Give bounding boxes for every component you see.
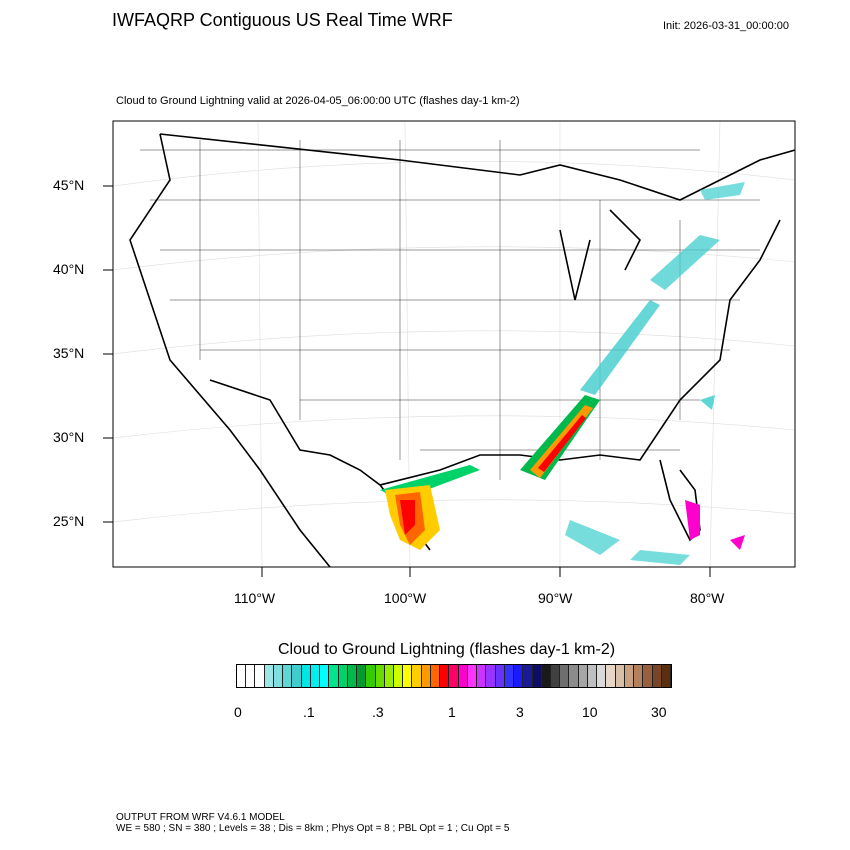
lat-label-25: 25°N [53,513,85,529]
lat-ticks [103,185,711,577]
lat-label-30: 30°N [53,429,85,445]
colorbar-swatch [597,665,607,687]
colorbar-swatch [430,665,441,687]
colorbar-swatch [329,665,339,687]
colorbar-swatch [301,665,311,687]
map-frame [112,120,796,568]
colorbar-swatch [550,665,561,687]
colorbar-swatch [541,665,551,687]
colorbar-swatch [477,665,487,687]
colorbar-swatch [606,665,616,687]
lon-label-100: 100°W [384,590,427,606]
lon-label-110: 110°W [234,590,276,606]
colorbar-label: 10 [582,704,598,720]
colorbar-swatch [347,665,358,687]
colorbar-swatch [569,665,579,687]
colorbar-swatch [458,665,468,687]
colorbar-swatch [486,665,496,687]
chart-title: IWFAQRP Contiguous US Real Time WRF [112,10,453,30]
colorbar-swatch [421,665,431,687]
colorbar-swatch [587,665,598,687]
colorbar-swatch [283,665,293,687]
colorbar-label: 0 [234,704,242,720]
footer-model: OUTPUT FROM WRF V4.6.1 MODEL [116,812,285,823]
colorbar-swatch [652,665,662,687]
colorbar-swatch [532,665,542,687]
map-content [113,121,795,567]
colorbar-swatch [412,665,422,687]
colorbar-swatch [255,665,265,687]
colorbar-swatch [467,665,478,687]
lon-label-80: 80°W [690,590,725,606]
lat-label-35: 35°N [53,345,85,361]
colorbar-swatch [615,665,625,687]
colorbar-swatch [292,665,302,687]
colorbar-label: 30 [651,704,667,720]
colorbar-swatch [523,665,533,687]
lightning-shading [380,182,745,565]
colorbar-label: .3 [372,704,384,720]
colorbar-swatch [440,665,450,687]
colorbar-title: Cloud to Ground Lightning (flashes day-1… [278,641,616,658]
colorbar-swatch [495,665,505,687]
colorbar-swatch [366,665,376,687]
graticule [113,121,795,567]
footer-config: WE = 580 ; SN = 380 ; Levels = 38 ; Dis … [116,823,510,834]
colorbar-swatch [384,665,394,687]
county-lines [140,140,760,480]
colorbar-swatch [264,665,274,687]
lon-label-90: 90°W [538,590,573,606]
colorbar-swatch [634,665,644,687]
colorbar-label: 3 [516,704,524,720]
colorbar-swatch [560,665,570,687]
colorbar-swatch [273,665,284,687]
colorbar-swatch [514,665,524,687]
colorbar-swatch [320,665,330,687]
colorbar-label: .1 [303,704,315,720]
colorbar-swatch [403,665,413,687]
lat-label-40: 40°N [53,261,85,277]
field-subtitle: Cloud to Ground Lightning valid at 2026-… [116,95,520,107]
colorbar-swatch [338,665,348,687]
colorbar-swatch [246,665,256,687]
colorbar-swatch [375,665,385,687]
colorbar-swatch [643,665,653,687]
colorbar-swatch [661,665,672,687]
colorbar-swatch [357,665,367,687]
colorbar-swatch [237,665,247,687]
colorbar-label: 1 [448,704,456,720]
colorbar-swatch [449,665,459,687]
colorbar-swatch [393,665,404,687]
colorbar-swatch [310,665,321,687]
init-time: Init: 2026-03-31_00:00:00 [663,20,789,32]
colorbar-swatch [504,665,515,687]
colorbar [236,664,672,688]
lat-label-45: 45°N [53,177,85,193]
colorbar-swatch [578,665,588,687]
coastlines [129,133,795,567]
colorbar-swatch [624,665,635,687]
